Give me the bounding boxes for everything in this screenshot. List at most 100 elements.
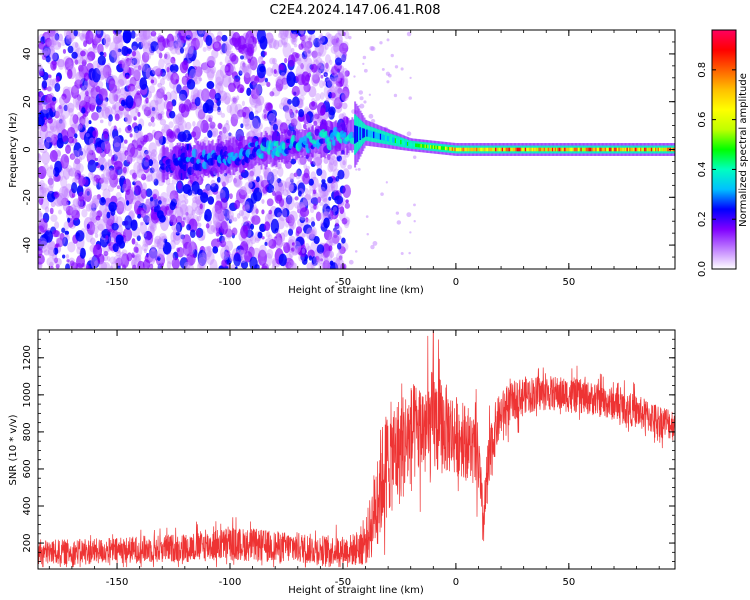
heatmap-cell bbox=[311, 50, 318, 59]
heatmap-cell bbox=[61, 93, 67, 100]
heatmap-cell bbox=[232, 97, 237, 103]
heatmap-cell bbox=[319, 92, 325, 100]
heatmap-cell bbox=[221, 251, 230, 261]
heatmap-cell bbox=[119, 87, 126, 96]
heatmap-cell bbox=[156, 241, 162, 250]
heatmap-cell bbox=[341, 237, 346, 244]
heatmap-cell bbox=[272, 257, 277, 266]
heatmap-cell bbox=[117, 265, 121, 269]
heatmap-cell bbox=[174, 223, 181, 234]
heatmap-cell bbox=[187, 189, 193, 196]
heatmap-cell bbox=[381, 67, 385, 71]
heatmap-cell bbox=[67, 127, 76, 139]
heatmap-cell bbox=[278, 253, 287, 267]
heatmap-cell bbox=[51, 53, 58, 61]
heatmap-cell bbox=[130, 30, 136, 39]
heatmap-cell bbox=[354, 250, 358, 253]
heatmap-cell bbox=[77, 59, 81, 64]
heatmap-cell bbox=[181, 249, 187, 257]
heatmap-cell bbox=[336, 229, 340, 236]
heatmap-cell bbox=[335, 175, 340, 182]
heatmap-cell bbox=[143, 248, 147, 254]
heatmap-cell bbox=[263, 51, 268, 56]
heatmap-cell bbox=[266, 248, 274, 259]
heatmap-cell bbox=[131, 50, 137, 57]
heatmap-cell bbox=[169, 201, 176, 211]
heatmap-cell bbox=[49, 207, 54, 215]
heatmap-cell bbox=[45, 55, 51, 63]
heatmap-cell bbox=[388, 73, 392, 78]
heatmap-cell bbox=[62, 86, 71, 96]
heatmap-cell bbox=[122, 30, 132, 44]
heatmap-cell bbox=[126, 200, 130, 206]
heatmap-cell bbox=[62, 236, 69, 247]
heatmap-cell bbox=[330, 78, 337, 85]
heatmap-cell bbox=[216, 238, 220, 243]
heatmap-cell bbox=[292, 31, 297, 36]
heatmap-cell bbox=[242, 115, 251, 127]
heatmap-cell bbox=[61, 254, 66, 259]
heatmap-cell bbox=[179, 200, 187, 213]
heatmap-cell bbox=[149, 263, 154, 269]
heatmap-cell bbox=[257, 231, 263, 239]
x-tick-label: -100 bbox=[219, 577, 242, 588]
heatmap-cell bbox=[116, 135, 124, 144]
heatmap-cell bbox=[168, 110, 176, 119]
x-tick-label: 0 bbox=[453, 577, 459, 588]
heatmap-cell bbox=[141, 187, 145, 193]
heatmap-cell bbox=[298, 95, 305, 102]
heatmap-cell bbox=[347, 164, 353, 170]
heatmap-cell bbox=[123, 236, 129, 244]
heatmap-cell bbox=[199, 203, 203, 210]
heatmap-cell bbox=[268, 44, 272, 49]
heatmap-cell bbox=[130, 219, 138, 231]
heatmap-cell bbox=[243, 238, 248, 244]
heatmap-cell bbox=[186, 224, 192, 231]
heatmap-cell bbox=[269, 57, 276, 65]
heatmap-cell bbox=[332, 99, 340, 107]
heatmap-cell bbox=[327, 176, 333, 184]
heatmap-cell bbox=[146, 174, 153, 182]
heatmap-cell bbox=[158, 33, 162, 38]
heatmap-cell bbox=[134, 241, 138, 246]
heatmap-cell bbox=[325, 62, 329, 69]
heatmap-cell bbox=[121, 57, 126, 65]
heatmap-cell bbox=[330, 183, 336, 189]
heatmap-cell bbox=[210, 179, 216, 187]
heatmap-cell bbox=[38, 210, 43, 222]
heatmap-cell bbox=[142, 30, 152, 40]
heatmap-cell bbox=[302, 199, 308, 207]
heatmap-cell bbox=[190, 131, 197, 138]
heatmap-cell bbox=[329, 59, 333, 66]
heatmap-cell bbox=[264, 241, 268, 246]
heatmap-cell bbox=[185, 121, 192, 130]
heatmap-cell bbox=[159, 232, 167, 242]
heatmap-cell bbox=[250, 75, 258, 86]
heatmap-cell bbox=[132, 45, 138, 52]
heatmap-cell bbox=[132, 264, 137, 269]
heatmap-cell bbox=[277, 39, 284, 48]
heatmap-cell bbox=[219, 61, 223, 66]
heatmap-cell bbox=[207, 55, 216, 67]
heatmap-cell bbox=[271, 190, 276, 196]
heatmap-cell bbox=[64, 34, 72, 46]
heatmap-cell bbox=[281, 208, 290, 218]
heatmap-cell bbox=[142, 201, 152, 212]
snr-xlabel: Height of straight line (km) bbox=[288, 585, 424, 596]
heatmap-cell bbox=[142, 42, 152, 57]
heatmap-cell bbox=[180, 234, 185, 244]
heatmap-cell bbox=[197, 109, 206, 120]
heatmap-cell bbox=[55, 75, 60, 83]
heatmap-cell bbox=[153, 178, 159, 186]
heatmap-cell bbox=[103, 34, 111, 47]
heatmap-cell bbox=[264, 221, 271, 231]
heatmap-cell bbox=[237, 109, 245, 118]
heatmap-cell bbox=[104, 107, 110, 114]
heatmap-cell bbox=[247, 64, 252, 70]
heatmap-cell bbox=[322, 211, 328, 218]
heatmap-cell bbox=[249, 170, 255, 177]
heatmap-cell bbox=[220, 112, 226, 118]
heatmap-cell bbox=[82, 85, 89, 93]
heatmap-cell bbox=[346, 219, 349, 222]
heatmap-cell bbox=[305, 218, 311, 224]
